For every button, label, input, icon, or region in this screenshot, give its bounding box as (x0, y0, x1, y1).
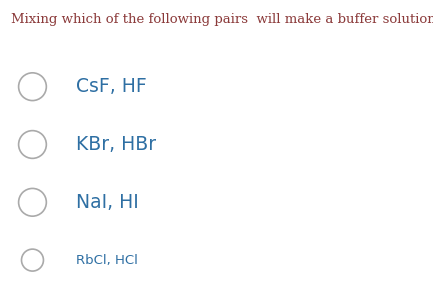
Ellipse shape (19, 188, 46, 216)
Ellipse shape (19, 131, 46, 158)
Text: CsF, HF: CsF, HF (76, 77, 146, 96)
Text: Mixing which of the following pairs  will make a buffer solution?: Mixing which of the following pairs will… (11, 13, 433, 26)
Text: KBr, HBr: KBr, HBr (76, 135, 156, 154)
Ellipse shape (19, 73, 46, 101)
Ellipse shape (22, 249, 43, 271)
Text: RbCl, HCl: RbCl, HCl (76, 254, 138, 266)
Text: NaI, HI: NaI, HI (76, 193, 139, 212)
